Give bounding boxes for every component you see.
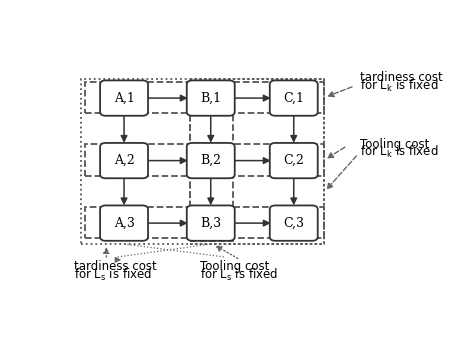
Bar <box>190 82 233 241</box>
Text: A,2: A,2 <box>114 154 134 167</box>
Text: for $\mathregular{L_k}$ is fixed: for $\mathregular{L_k}$ is fixed <box>360 78 439 94</box>
Text: A,3: A,3 <box>114 217 135 229</box>
FancyBboxPatch shape <box>100 80 148 116</box>
Bar <box>85 82 324 113</box>
FancyBboxPatch shape <box>187 205 235 241</box>
Text: B,1: B,1 <box>200 91 221 104</box>
Text: for $\mathregular{L_k}$ is fixed: for $\mathregular{L_k}$ is fixed <box>360 144 439 161</box>
Text: A,1: A,1 <box>114 91 135 104</box>
Text: C,3: C,3 <box>283 217 304 229</box>
FancyBboxPatch shape <box>100 143 148 178</box>
Text: tardiness cost: tardiness cost <box>360 71 443 84</box>
Text: B,3: B,3 <box>200 217 221 229</box>
Bar <box>190 79 324 244</box>
Text: tardiness cost: tardiness cost <box>74 260 157 273</box>
FancyBboxPatch shape <box>270 205 318 241</box>
Bar <box>81 79 324 244</box>
FancyBboxPatch shape <box>187 80 235 116</box>
Text: for $\mathregular{L_s}$ is fixed: for $\mathregular{L_s}$ is fixed <box>74 267 152 283</box>
Text: B,2: B,2 <box>200 154 221 167</box>
FancyBboxPatch shape <box>100 205 148 241</box>
FancyBboxPatch shape <box>270 80 318 116</box>
Text: Tooling cost: Tooling cost <box>360 138 429 151</box>
Text: C,2: C,2 <box>283 154 304 167</box>
Text: for $\mathregular{L_s}$ is fixed: for $\mathregular{L_s}$ is fixed <box>200 267 278 283</box>
FancyBboxPatch shape <box>270 143 318 178</box>
FancyBboxPatch shape <box>187 143 235 178</box>
Bar <box>85 207 324 238</box>
Text: C,1: C,1 <box>283 91 304 104</box>
Bar <box>85 144 324 175</box>
Text: Tooling cost: Tooling cost <box>200 260 269 273</box>
